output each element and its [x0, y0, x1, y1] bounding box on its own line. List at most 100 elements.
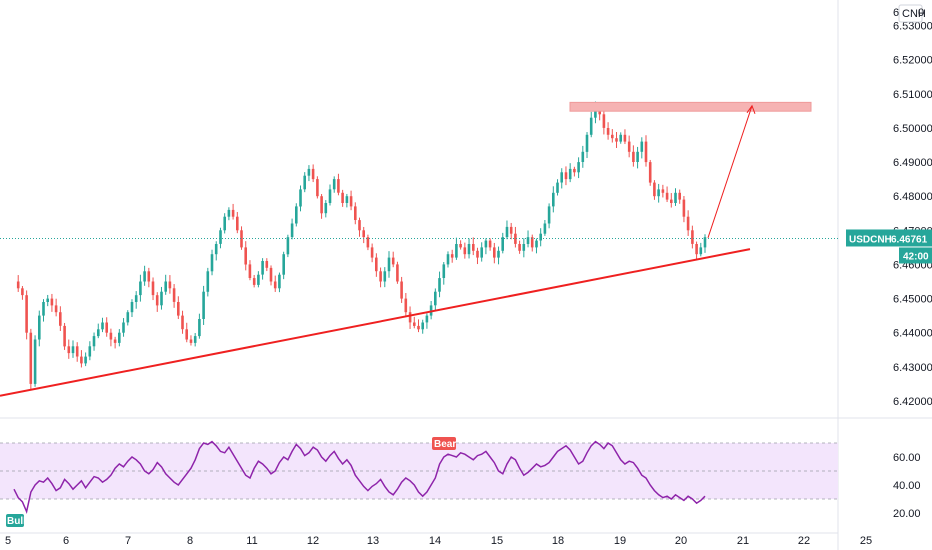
candle-body: [160, 291, 163, 306]
candle-body: [345, 196, 349, 203]
candle-body: [594, 107, 597, 118]
candle-body: [105, 322, 108, 333]
candle-body: [589, 117, 593, 135]
candle-body: [362, 230, 365, 238]
candle-body: [564, 172, 568, 180]
candle-body: [632, 151, 635, 162]
rsi-tick-label: 20.00: [893, 508, 921, 520]
price-tick-label: 6.44000: [893, 328, 932, 340]
candle-body: [252, 278, 256, 285]
bear-label-text: Bear: [434, 439, 456, 450]
candle-body: [434, 291, 437, 306]
candle-body: [236, 216, 239, 231]
price-axis[interactable]: 6.420006.430006.440006.450006.460006.470…: [846, 4, 932, 520]
candle-body: [602, 114, 606, 128]
support-trendline: [0, 248, 751, 397]
candle-body: [547, 206, 551, 224]
candle-body: [151, 281, 155, 296]
candle-body: [476, 250, 479, 258]
resistance-zone: [569, 101, 812, 112]
candle-body: [585, 134, 589, 152]
candle-body: [122, 322, 125, 333]
candle-body: [421, 322, 424, 330]
candle-body: [168, 281, 172, 289]
candles: [16, 101, 707, 390]
candle-body: [686, 216, 690, 231]
candle-body: [552, 192, 555, 207]
candle-body: [134, 295, 138, 302]
candle-body: [189, 339, 193, 343]
last-price-tag-symbol: USDCNH: [849, 234, 892, 245]
candle-body: [265, 261, 269, 268]
candle-body: [573, 168, 576, 173]
last-price-tag: [846, 229, 932, 247]
time-tick-label: 5: [5, 535, 11, 547]
currency-label: CNH: [902, 8, 926, 20]
candle-body: [670, 199, 673, 203]
price-tick-label: 6.50000: [893, 123, 932, 135]
candle-body: [109, 332, 113, 340]
candle-body: [231, 209, 235, 217]
candle-body: [80, 356, 83, 364]
candle-body: [501, 237, 504, 251]
candle-body: [198, 319, 201, 337]
currency-badge: [898, 4, 923, 23]
candle-body: [526, 237, 530, 244]
candle-body: [92, 336, 96, 347]
candle-body: [63, 325, 66, 347]
candle-body: [459, 244, 462, 248]
rsi-tick-label: 60.00: [893, 452, 921, 464]
candle-body: [118, 332, 121, 343]
candle-body: [615, 138, 618, 142]
candle-body: [244, 247, 247, 265]
candle-body: [619, 134, 622, 142]
candle-body: [240, 230, 243, 248]
candle-body: [303, 175, 306, 190]
candle-body: [54, 305, 58, 313]
candle-body: [341, 192, 344, 203]
candle-body: [509, 226, 513, 234]
candle-body: [328, 189, 332, 203]
time-tick-label: 15: [491, 535, 503, 547]
candle-body: [577, 162, 580, 173]
candle-body: [581, 151, 585, 162]
candle-body: [691, 230, 694, 244]
time-tick-label: 21: [737, 535, 749, 547]
candle-body: [282, 254, 285, 275]
candle-body: [126, 312, 130, 323]
rsi-tick-label: 40.00: [893, 480, 921, 492]
candle-body: [214, 244, 218, 255]
candle-body: [467, 244, 471, 255]
candle-body: [139, 281, 142, 296]
candle-body: [337, 179, 340, 193]
candle-body: [370, 247, 374, 258]
candle-body: [223, 216, 226, 231]
candle-body: [59, 312, 62, 326]
candle-body: [518, 244, 521, 251]
bull-label-text: Bull: [7, 516, 26, 527]
candle-body: [682, 199, 686, 217]
candle-body: [299, 189, 302, 207]
candle-body: [50, 298, 54, 306]
time-tick-label: 12: [307, 535, 319, 547]
candle-body: [155, 295, 159, 306]
candle-body: [455, 244, 458, 258]
candle-body: [181, 315, 184, 330]
candle-body: [408, 312, 412, 323]
candle-body: [417, 325, 420, 330]
candle-body: [88, 346, 92, 357]
candle-body: [442, 264, 446, 278]
time-tick-label: 8: [187, 535, 193, 547]
time-tick-label: 22: [798, 535, 810, 547]
candle-body: [25, 295, 28, 333]
time-tick-label: 11: [246, 535, 257, 547]
candle-body: [396, 264, 399, 282]
candle-body: [84, 356, 87, 364]
time-axis[interactable]: 5 6 7 8 11 12 13 14 15 18 19 20 21 22 25: [5, 535, 872, 547]
candle-body: [273, 281, 277, 289]
rsi-line: [13, 440, 706, 515]
time-tick-label: 7: [125, 535, 131, 547]
time-tick-label: 20: [675, 535, 687, 547]
candle-body: [556, 182, 559, 193]
